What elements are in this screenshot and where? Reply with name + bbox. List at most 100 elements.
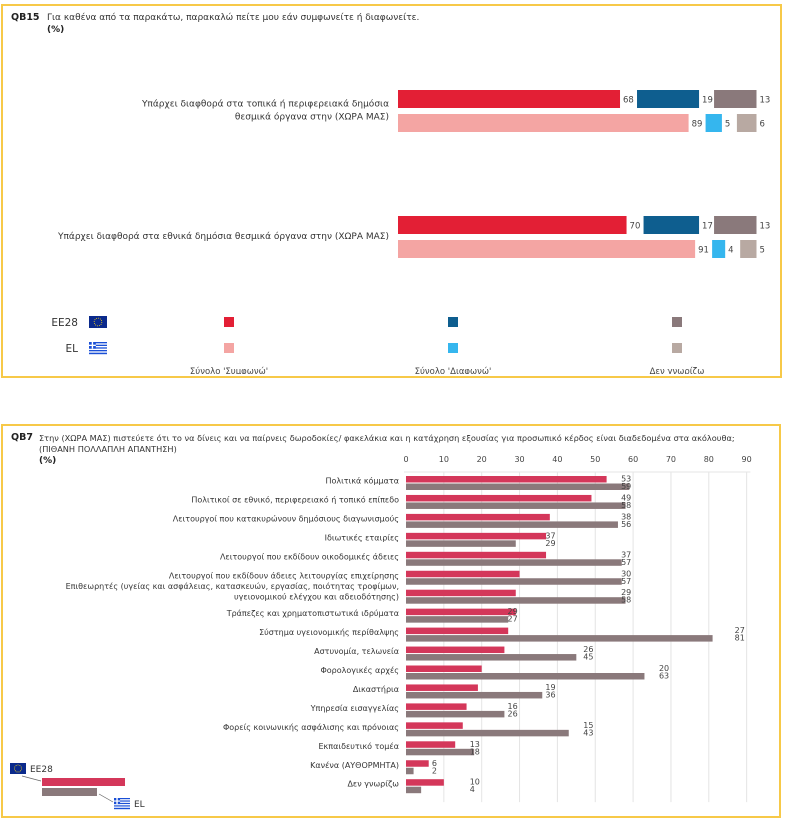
bar-eu <box>406 570 520 578</box>
legend-label: Σύνολο 'Διαφωνώ' <box>415 366 492 374</box>
bar-el <box>406 786 422 794</box>
bar-eu <box>406 589 516 597</box>
bar-el <box>406 483 630 490</box>
bar-eu <box>406 494 592 502</box>
bar-eu <box>406 551 547 559</box>
bar-value-eu: 20 <box>659 664 669 673</box>
bar-eu-1 <box>637 90 700 108</box>
category-label: Υπηρεσία εισαγγελίας <box>310 704 399 713</box>
bar-value-el: 58 <box>621 501 631 510</box>
bar-value-eu: 37 <box>621 550 631 559</box>
legend-swatch-el <box>42 788 97 796</box>
bar-value-eu: 15 <box>583 721 593 730</box>
bar-value-el: 45 <box>583 653 593 662</box>
category-label: Υπάρχει διαφθορά στα εθνικά δημόσια θεσμ… <box>57 231 389 242</box>
qb15-chart: Υπάρχει διαφθορά στα τοπικά ή περιφερεια… <box>51 90 771 374</box>
category-label: Αστυνομία, τελωνεία <box>314 647 399 656</box>
qb15-code: QB15 <box>11 12 40 23</box>
bar-el <box>406 767 414 775</box>
bar-el-1 <box>712 240 726 258</box>
bar-value-eu: 38 <box>621 512 631 521</box>
bar-el <box>406 635 713 642</box>
category-label: υγειονομικού ελέγχου και αδειοδότησης) <box>234 591 399 601</box>
bar-value: 19 <box>702 96 713 106</box>
x-tick-label: 10 <box>439 455 449 464</box>
bar-value-el: 27 <box>508 615 518 624</box>
bar-value: 5 <box>760 246 765 256</box>
bar-value-eu: 13 <box>470 740 480 749</box>
bar-eu <box>406 646 505 654</box>
category-label: Σύστημα υγειονομικής περίθαλψης <box>259 627 399 637</box>
bar-value-el: 36 <box>545 690 555 699</box>
bar-value-eu: 49 <box>621 493 631 502</box>
bar-value-eu: 27 <box>735 626 745 635</box>
category-label: Κανένα (ΑΥΘΟΡΜΗΤΑ) <box>310 760 399 770</box>
legend-el-label: EL <box>134 800 145 810</box>
bar-eu-2 <box>714 90 757 108</box>
bar-value-eu: 30 <box>621 569 631 578</box>
bar-value: 6 <box>760 120 765 130</box>
bar-value-eu: 29 <box>621 588 631 597</box>
bar-value: 13 <box>760 96 771 106</box>
qb7-panel: QB7 Στην (ΧΩΡΑ ΜΑΣ) πιστεύετε ότι το να … <box>1 424 781 818</box>
x-tick-label: 80 <box>704 455 714 464</box>
bar-value-eu: 10 <box>470 778 480 787</box>
bar-value-eu: 26 <box>583 645 593 654</box>
bar-el <box>406 673 645 680</box>
bar-value-el: 63 <box>659 672 669 681</box>
bar-eu <box>406 665 482 672</box>
greece-flag-icon <box>114 798 130 810</box>
bar-eu <box>406 741 456 748</box>
bar-el <box>406 521 618 528</box>
bar-value-eu: 37 <box>545 531 555 540</box>
x-tick-label: 70 <box>666 455 676 464</box>
x-tick-label: 90 <box>742 455 752 464</box>
bar-el <box>406 729 569 737</box>
bar-value-eu: 29 <box>508 607 518 616</box>
bar-eu <box>406 779 444 786</box>
category-label: Λειτουργοί που εκδίδουν οικοδομικές άδει… <box>220 551 399 561</box>
bar-value: 5 <box>725 120 730 130</box>
category-label: Λειτουργοί που εκδίδουν άδειες λειτουργί… <box>169 571 399 580</box>
legend-connector <box>21 775 42 782</box>
bar-value-el: 18 <box>470 747 480 756</box>
bar-el <box>406 710 505 718</box>
category-label: Πολιτικοί σε εθνικό, περιφερειακό ή τοπι… <box>191 494 399 504</box>
bar-el <box>406 691 543 699</box>
qb15-unit: (%) <box>47 25 65 35</box>
category-label: Φορολογικές αρχές <box>320 665 399 675</box>
qb15-panel: QB15 Για καθένα από τα παρακάτω, παρακαλ… <box>1 4 782 378</box>
legend-swatch-eu <box>224 317 234 327</box>
category-label: Τράπεζες και χρηματοπιστωτικά ιδρύματα <box>226 608 399 618</box>
eu-flag-icon <box>10 763 26 774</box>
bar-value: 4 <box>728 246 733 256</box>
bar-value-el: 26 <box>508 709 518 718</box>
legend-eu-label: ΕΕ28 <box>30 765 53 775</box>
bar-value: 70 <box>630 222 641 232</box>
qb7-unit: (%) <box>39 456 57 466</box>
category-label: θεσμικά όργανα στην (ΧΩΡΑ ΜΑΣ) <box>235 112 389 123</box>
bar-el <box>406 748 475 756</box>
bar-value: 89 <box>692 120 703 130</box>
qb7-question-note: (ΠΙΘΑΝΗ ΠΟΛΛΑΠΛΗ ΑΠΑΝΤΗΣΗ) <box>39 444 177 454</box>
category-label: Πολιτικά κόμματα <box>325 476 399 486</box>
bar-value: 68 <box>623 96 634 106</box>
bar-value: 17 <box>702 222 713 232</box>
category-label: Δικαστήρια <box>353 685 399 694</box>
category-label: Δεν γνωρίζω <box>347 780 399 789</box>
bar-value-el: 57 <box>621 558 631 567</box>
bar-eu <box>406 532 547 540</box>
legend-swatch-el <box>672 343 682 353</box>
qb7-question: Στην (ΧΩΡΑ ΜΑΣ) πιστεύετε ότι το να δίνε… <box>39 433 735 443</box>
bar-value-eu: 19 <box>545 683 555 692</box>
x-tick-label: 40 <box>552 455 562 464</box>
x-tick-label: 50 <box>590 455 600 464</box>
legend-row-label: ΕΕ28 <box>51 317 78 329</box>
bar-value-el: 57 <box>621 577 631 586</box>
category-label: Επιθεωρητές (υγείας και ασφάλειας, κατασ… <box>66 581 399 591</box>
bar-el <box>406 578 622 585</box>
bar-el-1 <box>705 114 722 132</box>
legend-label: Δεν γνωρίζω <box>650 367 705 374</box>
legend-swatch-eu <box>42 778 125 786</box>
bar-eu-1 <box>643 216 700 234</box>
